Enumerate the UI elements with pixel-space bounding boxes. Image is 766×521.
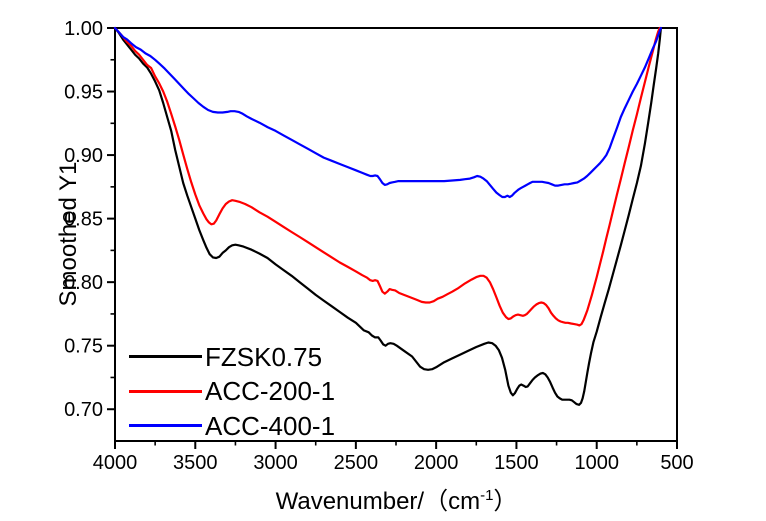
- legend-label-fzsk: FZSK0.75: [205, 341, 323, 372]
- legend-item-acc-200: ACC-200-1: [129, 376, 335, 407]
- x-axis-tick-label: 2500: [334, 452, 379, 474]
- x-axis-title-superscript: -1: [480, 487, 494, 504]
- x-axis-tick-label: 3500: [173, 452, 218, 474]
- legend-line-blue-icon: [129, 424, 202, 427]
- y-axis-tick-label: 0.85: [64, 209, 103, 231]
- x-axis-title: Wavenumber/（cm-1）: [116, 481, 677, 516]
- y-axis-tick-label: 0.75: [64, 336, 103, 358]
- y-axis-tick-label: 0.80: [64, 272, 103, 294]
- y-axis-title: Smoothed Y1: [55, 162, 83, 307]
- y-axis-tick-label: 0.95: [64, 82, 103, 104]
- y-axis-tick-label: 0.70: [64, 399, 103, 421]
- series-curve-ACC-400-1: [113, 26, 662, 199]
- legend-item-acc-400: ACC-400-1: [129, 410, 335, 441]
- legend-label-acc-400: ACC-400-1: [205, 410, 336, 441]
- legend-line-black-icon: [129, 355, 202, 358]
- x-axis-title-text: Wavenumber/（cm: [275, 488, 481, 515]
- series-curve-ACC-200-1: [113, 26, 661, 327]
- x-axis-tick-label: 3000: [253, 452, 298, 474]
- x-axis-title-close: ）: [493, 488, 518, 515]
- x-axis-tick-label: 1000: [574, 452, 619, 474]
- x-axis-tick-label: 4000: [93, 452, 138, 474]
- x-axis-tick-label: 500: [660, 452, 693, 474]
- series-curve-FZSK0.75: [113, 26, 662, 406]
- x-axis-tick-label: 2000: [414, 452, 459, 474]
- legend-item-fzsk: FZSK0.75: [129, 341, 335, 372]
- plot-frame: [114, 27, 678, 442]
- y-axis-tick-label: 0.90: [64, 145, 103, 167]
- y-axis-tick-label: 1.00: [64, 18, 103, 40]
- legend-label-acc-200: ACC-200-1: [205, 376, 336, 406]
- x-axis-tick-label: 1500: [494, 452, 539, 474]
- y-axis-title-text: Smoothed Y1: [55, 161, 82, 307]
- legend: FZSK0.75 ACC-200-1 ACC-400-1: [129, 341, 335, 445]
- legend-line-red-icon: [129, 389, 202, 393]
